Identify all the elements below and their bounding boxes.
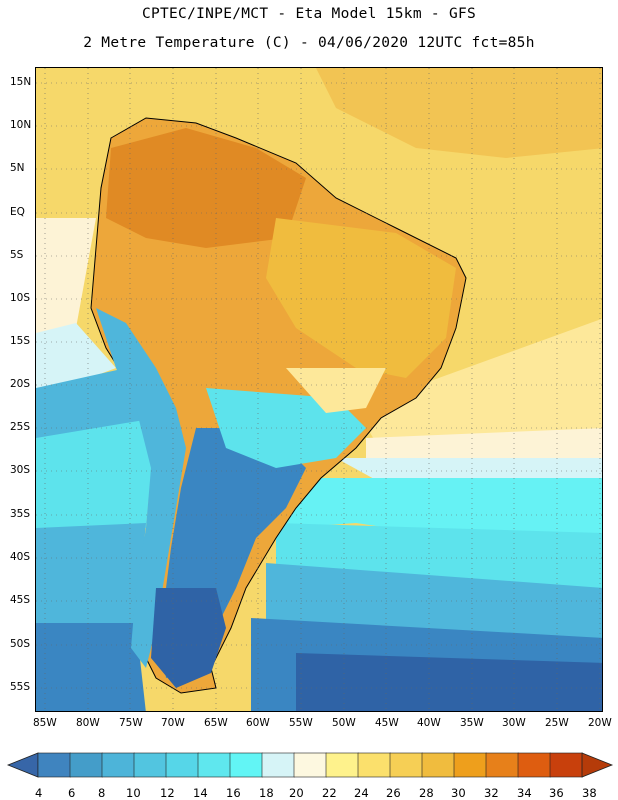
colorbar-label: 34 — [517, 786, 532, 800]
colorbar-segment — [357, 752, 391, 778]
continent-cerrado-yellow — [286, 368, 386, 413]
colorbar-label: 18 — [259, 786, 274, 800]
colorbar-segment — [229, 752, 263, 778]
lat-label: 25S — [10, 421, 31, 433]
colorbar-segment — [421, 752, 455, 778]
lon-label: 80W — [76, 717, 100, 729]
colorbar-label: 24 — [354, 786, 369, 800]
ocean-deep-blue — [296, 653, 602, 711]
lon-label: 75W — [119, 717, 143, 729]
colorbar-label: 36 — [549, 786, 564, 800]
colorbar-label: 22 — [322, 786, 337, 800]
lat-label: 5S — [10, 249, 24, 261]
temperature-map[interactable] — [35, 67, 603, 712]
lon-label: 50W — [332, 717, 356, 729]
lon-label: 40W — [417, 717, 441, 729]
lon-label: 60W — [246, 717, 270, 729]
lat-label: 30S — [10, 464, 31, 476]
colorbar-segment — [549, 752, 583, 778]
colorbar-segment — [101, 752, 135, 778]
lat-label: 10S — [10, 292, 31, 304]
ocean-bright-cyan — [276, 478, 602, 538]
colorbar-segment — [293, 752, 327, 778]
pacific-cyan — [36, 418, 156, 538]
colorbar-segment — [485, 752, 519, 778]
lon-label: 45W — [375, 717, 399, 729]
colorbar-segment — [69, 752, 103, 778]
ocean-south-atlantic-yellow — [356, 318, 602, 448]
lon-label: 25W — [545, 717, 569, 729]
lat-label: 35S — [10, 508, 31, 520]
colorbar-label: 20 — [289, 786, 304, 800]
colorbar-segment — [517, 752, 551, 778]
colorbar-segment — [261, 752, 295, 778]
map-title-line2: 2 Metre Temperature (C) - 04/06/2020 12U… — [83, 35, 535, 51]
colorbar-segment — [133, 752, 167, 778]
lat-label: 15S — [10, 335, 31, 347]
map-canvas — [36, 68, 602, 711]
colorbar-label: 30 — [451, 786, 466, 800]
continent-andes-blue — [96, 308, 186, 668]
lat-label: 45S — [10, 594, 31, 606]
colorbar-segment — [453, 752, 487, 778]
colorbar-left-arrow — [6, 752, 39, 778]
lat-label: 20S — [10, 378, 31, 390]
lon-label: 35W — [460, 717, 484, 729]
map-title-line1: CPTEC/INPE/MCT - Eta Model 15km - GFS — [141, 6, 477, 22]
lat-label: 15N — [10, 76, 32, 88]
lon-label: 85W — [33, 717, 57, 729]
colorbar-label: 32 — [484, 786, 499, 800]
lon-label: 20W — [588, 717, 612, 729]
colorbar-label: 26 — [386, 786, 401, 800]
lat-label: 55S — [10, 681, 31, 693]
lon-label: 65W — [204, 717, 228, 729]
colorbar-segment — [325, 752, 359, 778]
colorbar-label: 14 — [193, 786, 208, 800]
continent-brazil-gold — [266, 218, 456, 378]
colorbar-label: 16 — [226, 786, 241, 800]
pacific-light-blue-south — [36, 523, 146, 628]
lon-label: 30W — [502, 717, 526, 729]
lon-label: 55W — [289, 717, 313, 729]
lat-label: 50S — [10, 638, 31, 650]
colorbar-label: 10 — [126, 786, 141, 800]
colorbar-label: 28 — [419, 786, 434, 800]
colorbar-segment — [37, 752, 71, 778]
lat-label: 40S — [10, 551, 31, 563]
colorbar-right-arrow — [581, 752, 614, 778]
pacific-cream — [36, 218, 96, 338]
colorbar-segment — [165, 752, 199, 778]
colorbar-label: 12 — [160, 786, 175, 800]
colorbar-segment — [197, 752, 231, 778]
colorbar-segment — [389, 752, 423, 778]
colorbar-label: 6 — [68, 786, 76, 800]
map-gridlines — [36, 68, 602, 711]
ocean-atlantic-north-gold — [316, 68, 602, 158]
continent-north-orange — [106, 128, 306, 248]
lat-label: EQ — [10, 206, 25, 218]
colorbar-label: 8 — [98, 786, 106, 800]
lon-label: 70W — [161, 717, 185, 729]
pacific-mid-blue — [36, 623, 146, 711]
colorbar-label: 38 — [582, 786, 597, 800]
colorbar — [6, 752, 614, 778]
lat-label: 10N — [10, 119, 32, 131]
lat-label: 5N — [10, 162, 25, 174]
ocean-cyan — [276, 523, 602, 598]
colorbar-label: 4 — [35, 786, 43, 800]
continent-patagonia-deep — [151, 588, 226, 688]
